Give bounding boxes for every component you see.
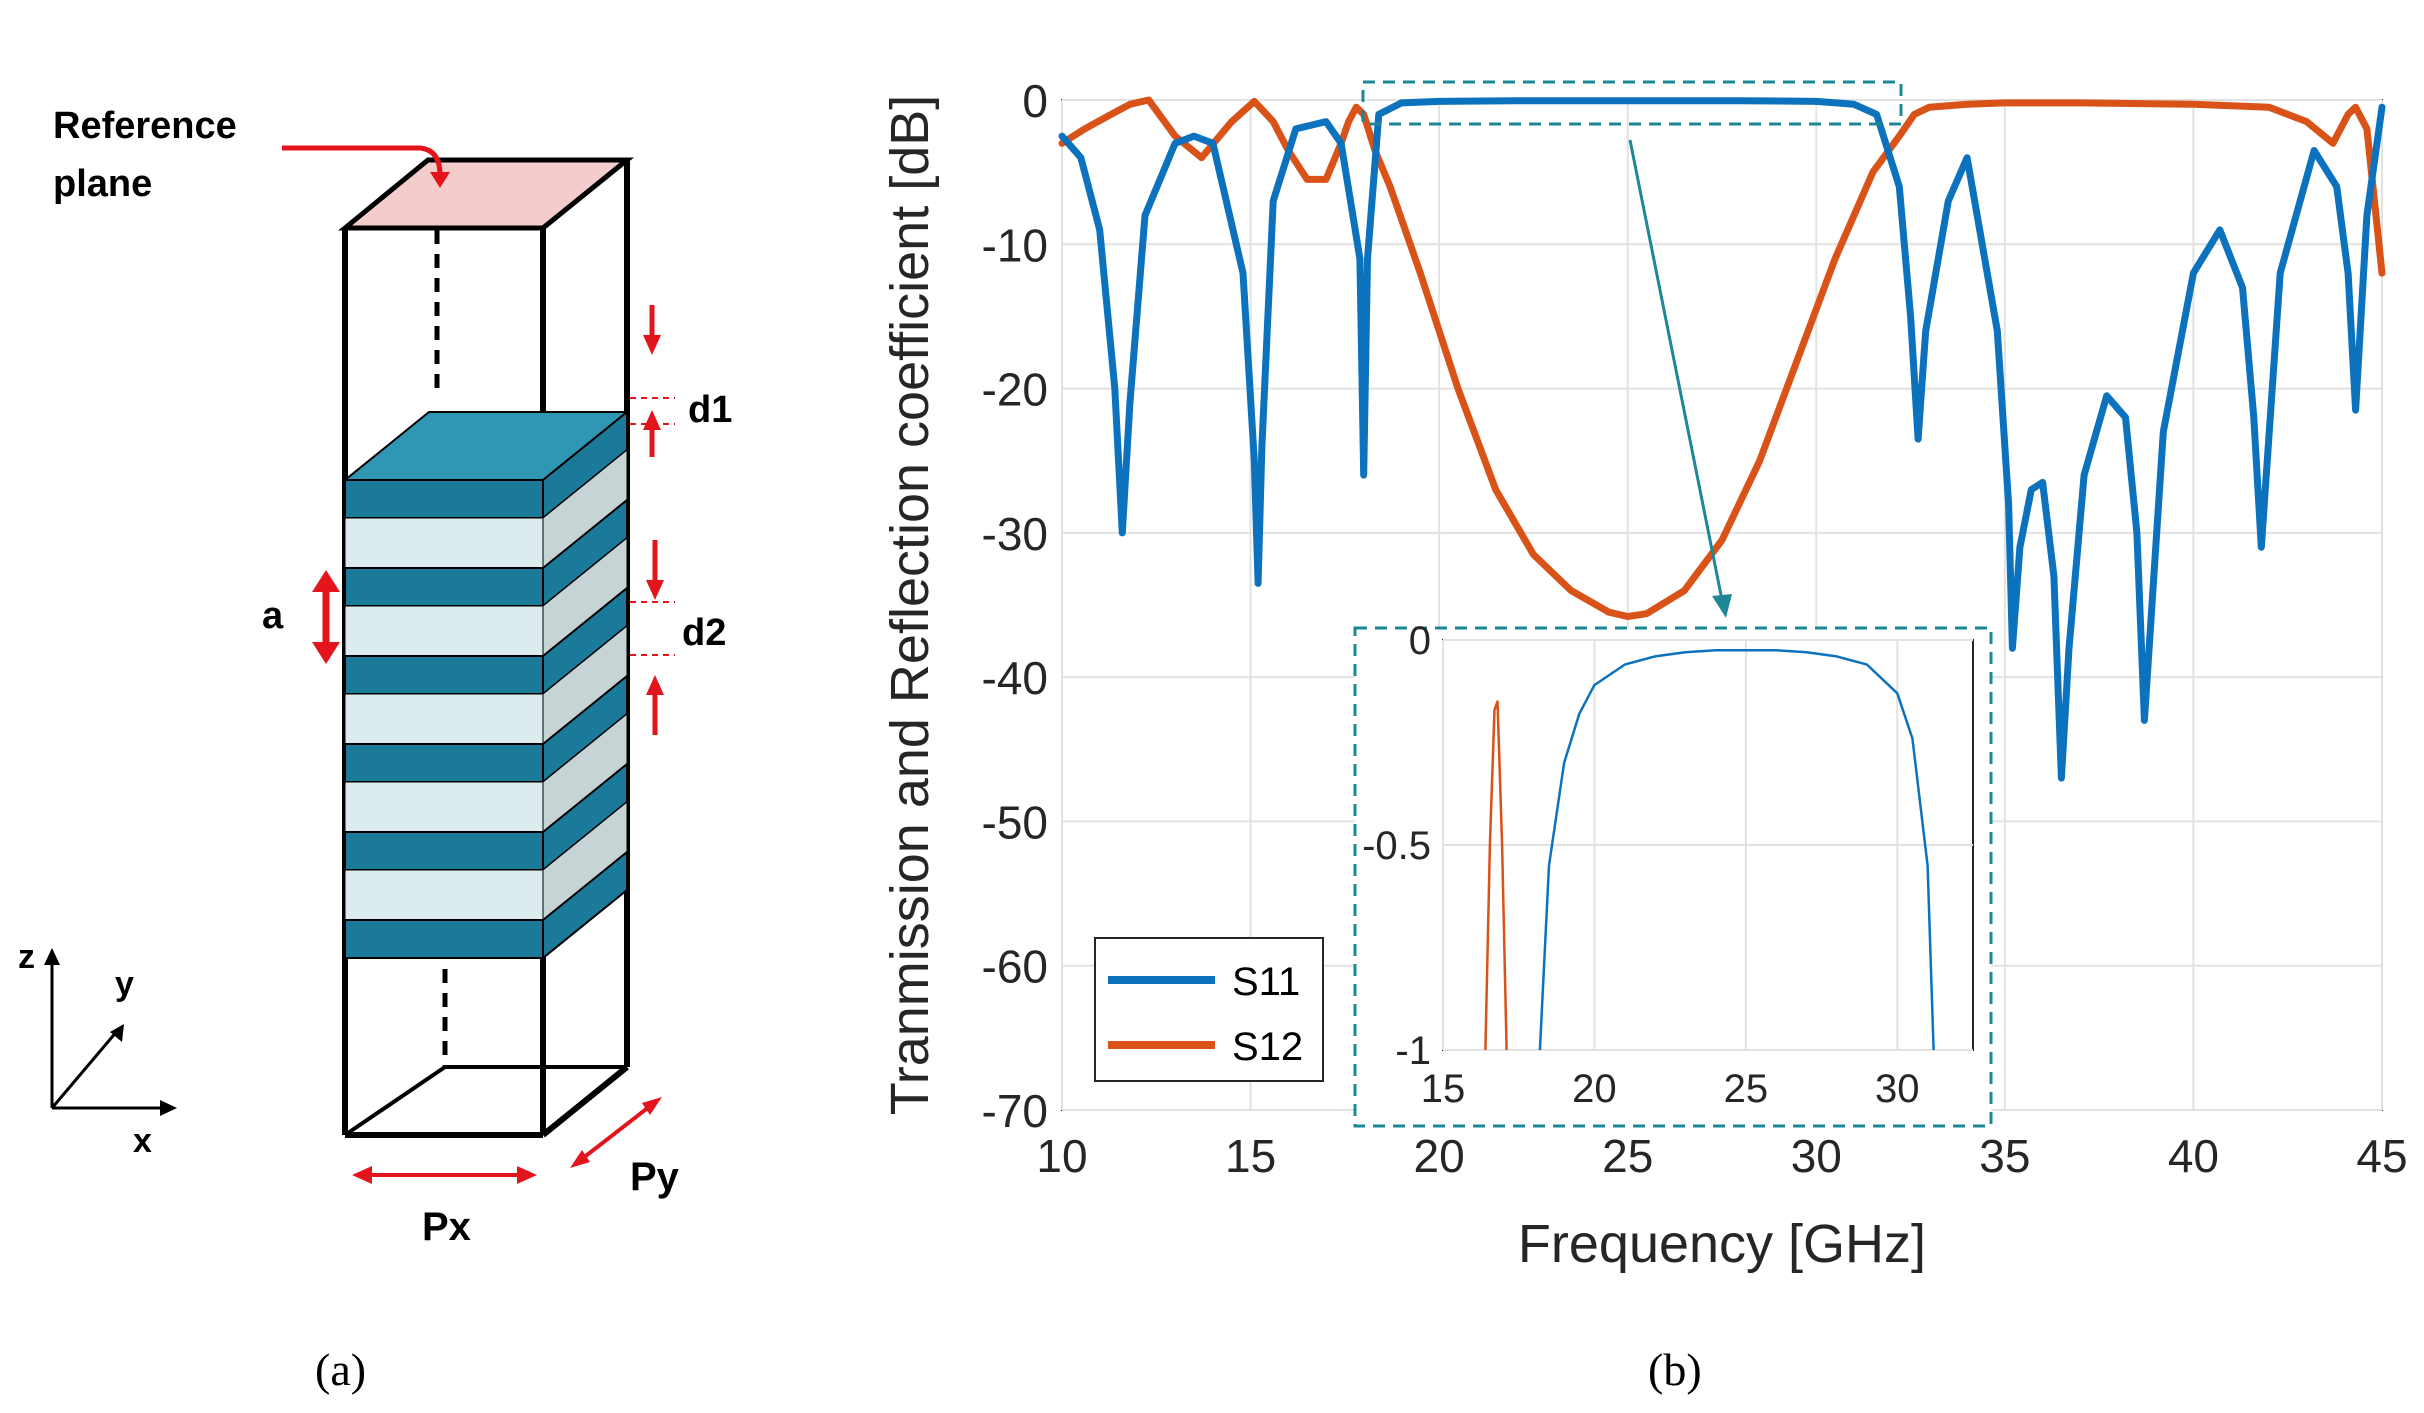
x-tick-label: 15 bbox=[1225, 1130, 1276, 1182]
d1-label: d1 bbox=[688, 389, 732, 431]
inset-x-tick-label: 25 bbox=[1724, 1067, 1769, 1111]
reference-arrow bbox=[282, 145, 443, 176]
metal-layer bbox=[344, 831, 544, 871]
caption-b: (b) bbox=[1648, 1344, 1702, 1395]
zoom-region-box bbox=[1361, 80, 1903, 126]
series-lines bbox=[1058, 96, 2386, 782]
inset-x-tick-label: 15 bbox=[1421, 1067, 1466, 1111]
zoom-arrow-head bbox=[1712, 594, 1732, 618]
x-tick-labels: 10 15 20 25 30 35 40 45 bbox=[1036, 1130, 2407, 1182]
reference-plane-fill bbox=[338, 157, 635, 231]
x-tick-label: 45 bbox=[2356, 1130, 2407, 1182]
s-parameter-chart: 0-10-20-30-40-50-60-70 10 15 20 25 30 35 40 45 … bbox=[880, 75, 2408, 1395]
inset-y-tick-label: 0 bbox=[1409, 619, 1431, 663]
metal-layer bbox=[344, 479, 544, 519]
inset-x-tick-label: 20 bbox=[1572, 1067, 1617, 1111]
y-tick-label: -70 bbox=[982, 1085, 1048, 1137]
px-arrow-head bbox=[352, 1166, 372, 1184]
y-tick-label: -10 bbox=[982, 219, 1048, 271]
x-tick-label: 10 bbox=[1036, 1130, 1087, 1182]
y-tick-label: -20 bbox=[982, 364, 1048, 416]
px-label: Px bbox=[422, 1205, 471, 1249]
y-tick-labels: 0 -10 -20 -30 -40 -50 -60 -70 bbox=[982, 75, 1048, 1137]
spacer-layer bbox=[344, 869, 544, 921]
a-arrow-head-bottom bbox=[312, 642, 340, 664]
x-tick-label: 20 bbox=[1414, 1130, 1465, 1182]
legend-label-s12: S12 bbox=[1232, 1025, 1303, 1069]
x-tick-label: 40 bbox=[2168, 1130, 2219, 1182]
axis-z-label: z bbox=[18, 938, 35, 976]
coordinate-axes: z y x bbox=[18, 938, 177, 1160]
spacer-layer bbox=[344, 517, 544, 569]
spacer-layer bbox=[344, 605, 544, 657]
inset-series-line-s11 bbox=[1538, 649, 1935, 1051]
y-tick-label: -60 bbox=[982, 941, 1048, 993]
d2-arrow-bottom-head bbox=[646, 675, 664, 695]
inset-tick-labels: 0 -0.5 -115 20 25 30 bbox=[1362, 619, 1919, 1111]
a-arrow-head-top bbox=[312, 570, 340, 592]
series-line-s12 bbox=[1058, 96, 2386, 620]
d1-arrow-top-head bbox=[643, 335, 661, 355]
inset-series-lines bbox=[1484, 649, 1935, 1051]
box-edge bbox=[541, 1064, 629, 1138]
series-line-s11 bbox=[1058, 97, 2386, 782]
inset-y-tick-label: -0.5 bbox=[1362, 824, 1431, 868]
hidden-edge bbox=[343, 1065, 447, 1137]
layer-stack bbox=[342, 409, 630, 961]
x-tick-label: 25 bbox=[1602, 1130, 1653, 1182]
d1-arrow-bottom-head bbox=[643, 410, 661, 430]
reference-plane-label-line1: Reference bbox=[53, 105, 237, 147]
metal-layer bbox=[344, 743, 544, 783]
zoom-arrow bbox=[1628, 139, 1724, 601]
metal-layer bbox=[344, 919, 544, 959]
x-axis-label: Frequency [GHz] bbox=[1518, 1214, 1926, 1274]
y-tick-label: -30 bbox=[982, 508, 1048, 560]
metal-layer bbox=[344, 567, 544, 607]
py-arrow-head bbox=[642, 1097, 662, 1115]
axis-y-label: y bbox=[115, 965, 134, 1003]
inset-chart: 0 -0.5 -115 20 25 30 bbox=[1353, 619, 1993, 1128]
metal-layer-side bbox=[542, 849, 628, 961]
y-tick-label: -40 bbox=[982, 652, 1048, 704]
y-axis-label: Tranmission and Reflection coefficient [… bbox=[880, 95, 940, 1116]
py-arrow bbox=[576, 1101, 656, 1164]
d2-arrow-top-head bbox=[646, 580, 664, 600]
d2-label: d2 bbox=[682, 612, 726, 654]
reference-plane-label-line2: plane bbox=[53, 163, 152, 205]
inset-y-tick-label: -1 bbox=[1395, 1029, 1431, 1073]
y-tick-label: -50 bbox=[982, 796, 1048, 848]
caption-a: (a) bbox=[315, 1344, 366, 1395]
y-tick-label: 0 bbox=[1022, 75, 1048, 127]
x-tick-label: 35 bbox=[1979, 1130, 2030, 1182]
spacer-layer bbox=[344, 781, 544, 833]
py-label: Py bbox=[630, 1155, 680, 1199]
inset-x-tick-label: 30 bbox=[1875, 1067, 1920, 1111]
inset-series-line-s12 bbox=[1484, 700, 1508, 1051]
spacer-layer bbox=[344, 693, 544, 745]
inset-grid bbox=[1442, 639, 1973, 1051]
legend: S11 S12 bbox=[1094, 937, 1324, 1082]
legend-box bbox=[1094, 937, 1324, 1082]
px-arrow-head bbox=[517, 1166, 537, 1184]
axis-x-label: x bbox=[133, 1122, 152, 1160]
x-tick-label: 30 bbox=[1791, 1130, 1842, 1182]
unit-cell-diagram: d1 d2 a Px Py Reference plane bbox=[18, 105, 732, 1395]
reference-arrow-head bbox=[430, 172, 450, 188]
py-arrow-head bbox=[570, 1150, 590, 1168]
legend-label-s11: S11 bbox=[1232, 960, 1300, 1004]
metal-layer bbox=[344, 655, 544, 695]
a-label: a bbox=[262, 595, 284, 637]
